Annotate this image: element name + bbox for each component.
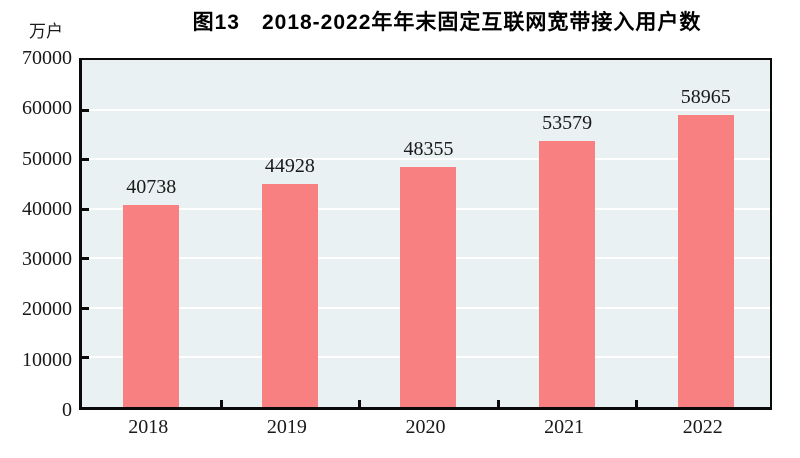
bar: [677, 114, 734, 407]
x-axis-tick: [219, 400, 223, 407]
bar-value-label: 40738: [126, 176, 177, 199]
y-axis-unit-label: 万户: [29, 22, 63, 41]
y-grid-line: [82, 108, 770, 111]
y-axis-label: 70000: [22, 47, 72, 69]
y-axis-tick: [82, 356, 89, 360]
x-axis-label: 2022: [682, 416, 723, 438]
chart-title: 图13 2018-2022年年末固定互联网宽带接入用户数: [192, 11, 702, 34]
x-axis-tick: [496, 400, 500, 407]
y-axis-label: 0: [62, 399, 72, 421]
bar: [539, 141, 596, 407]
y-axis-tick: [82, 306, 89, 310]
x-axis-label: 2019: [266, 416, 307, 438]
y-grid-line: [82, 158, 770, 161]
y-axis-label: 40000: [22, 197, 72, 220]
y-axis-label: 10000: [22, 348, 72, 371]
y-axis-label: 50000: [22, 147, 72, 170]
x-axis-tick: [635, 400, 639, 407]
bar: [261, 184, 318, 407]
x-axis-label: 2020: [405, 416, 446, 438]
bar-cell: 44928: [221, 60, 360, 407]
x-axis-label: 2021: [544, 416, 585, 438]
bar-value-label: 44928: [264, 155, 315, 178]
y-axis-tick: [82, 108, 89, 112]
bar: [123, 205, 180, 407]
y-axis-label: 20000: [22, 298, 72, 321]
y-axis-tick: [82, 207, 89, 211]
x-axis-label: 2018: [128, 416, 169, 438]
bar-cell: 53579: [498, 60, 637, 407]
plot-area: 40738 44928 48355 53579 58965: [79, 58, 772, 410]
bar-cell: 58965: [636, 60, 775, 407]
bar-cell: 40738: [82, 60, 221, 407]
x-axis-tick: [358, 400, 362, 407]
y-axis-tick: [82, 257, 89, 261]
bar-cell: 48355: [359, 60, 498, 407]
y-axis-label: 30000: [22, 248, 72, 271]
bar-value-label: 53579: [542, 112, 593, 135]
bar-value-label: 58965: [680, 85, 731, 108]
bar: [400, 167, 457, 407]
bar-value-label: 48355: [403, 138, 454, 161]
y-axis-label: 60000: [22, 97, 72, 120]
y-axis-tick: [82, 158, 89, 162]
